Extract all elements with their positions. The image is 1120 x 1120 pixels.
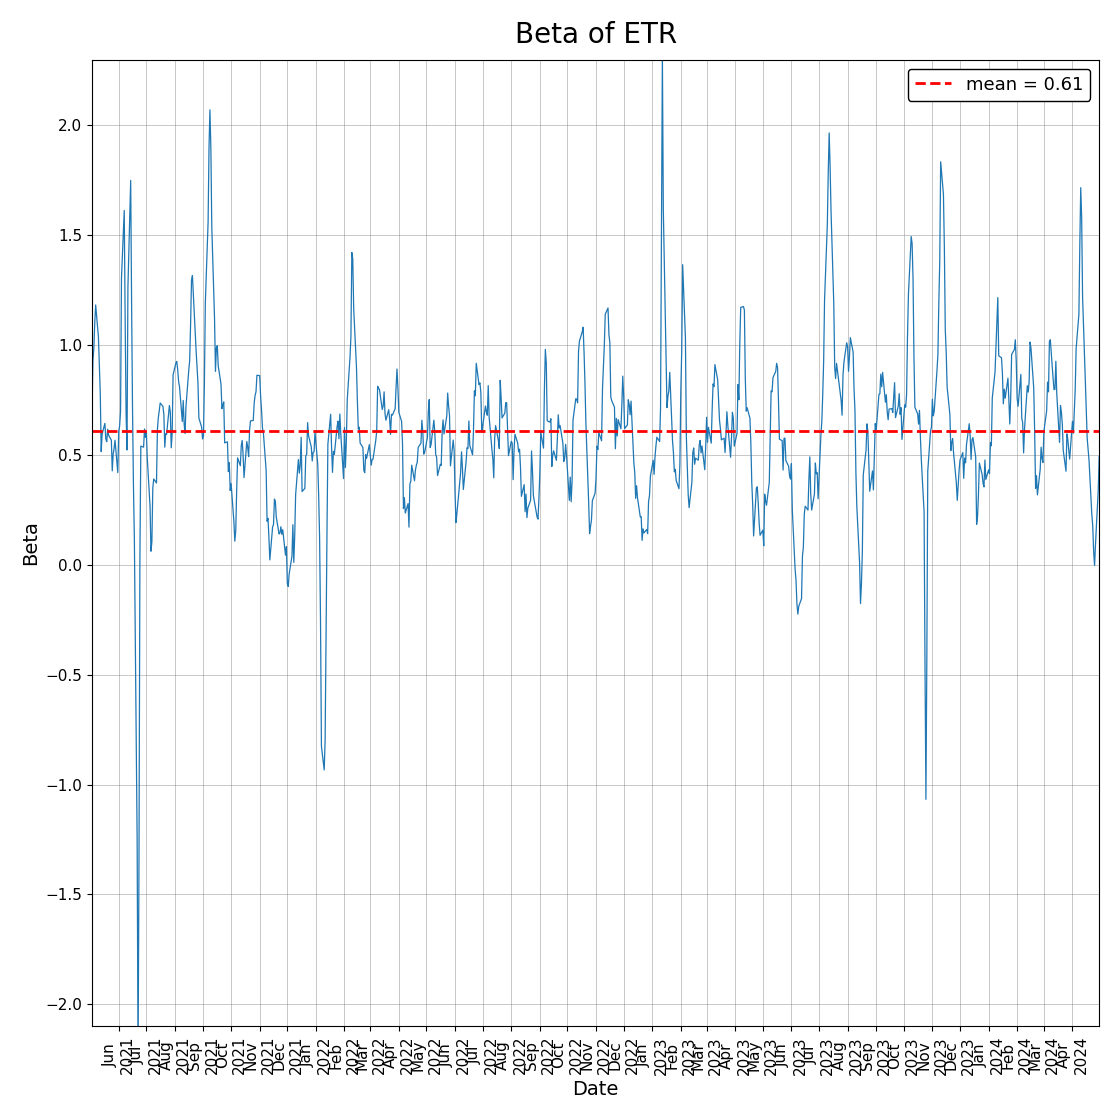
Title: Beta of ETR: Beta of ETR — [514, 21, 676, 49]
Legend: mean = 0.61: mean = 0.61 — [908, 68, 1090, 101]
X-axis label: Date: Date — [572, 1080, 618, 1099]
Y-axis label: Beta: Beta — [21, 521, 40, 566]
